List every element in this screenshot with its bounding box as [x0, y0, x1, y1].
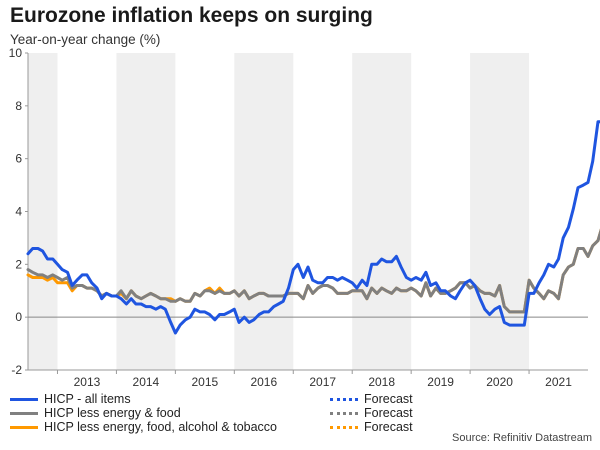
- legend-forecast-core2: Forecast: [330, 420, 413, 434]
- legend-forecast-label-all: Forecast: [364, 392, 413, 406]
- legend-forecast-label-core: Forecast: [364, 406, 413, 420]
- y-tick-label-2: 2: [15, 257, 22, 271]
- legend-item-hicp-all: HICP - all items: [10, 392, 131, 406]
- x-tick-label-2016: 2016: [250, 375, 277, 389]
- x-tick-label-2021: 2021: [545, 375, 572, 389]
- y-tick-label-6: 6: [15, 152, 22, 166]
- series-line-all: [26, 120, 600, 335]
- legend-forecast-all: Forecast: [330, 392, 413, 406]
- shaded-year-band-2014: [116, 53, 176, 370]
- chart-title: Eurozone inflation keeps on surging: [10, 4, 373, 27]
- legend-swatch-forecast-all: [330, 397, 358, 401]
- legend-swatch-forecast-core: [330, 411, 358, 415]
- x-tick-label-2013: 2013: [74, 375, 101, 389]
- x-tick-label-2020: 2020: [486, 375, 513, 389]
- y-tick-label-4: 4: [15, 205, 22, 219]
- legend-forecast-label-core2: Forecast: [364, 420, 413, 434]
- shaded-year-band-2018: [352, 53, 412, 370]
- legend-label-core: HICP less energy & food: [44, 406, 181, 420]
- x-tick-label-2014: 2014: [133, 375, 160, 389]
- legend-forecast-core: Forecast: [330, 406, 413, 420]
- chart-subtitle: Year-on-year change (%): [10, 32, 161, 47]
- legend-label-all: HICP - all items: [44, 392, 131, 406]
- x-tick-label-2017: 2017: [309, 375, 336, 389]
- source-note: Source: Refinitiv Datastream: [452, 432, 592, 444]
- x-tick-label-2018: 2018: [368, 375, 395, 389]
- y-tick-label-8: 8: [15, 99, 22, 113]
- x-tick-label-2019: 2019: [427, 375, 454, 389]
- legend-swatch-core: [10, 411, 38, 415]
- y-tick-label-10: 10: [9, 46, 23, 60]
- legend-item-hicp-core2: HICP less energy, food, alcohol & tobacc…: [10, 420, 277, 434]
- shaded-year-band-2016: [234, 53, 294, 370]
- legend-label-core2: HICP less energy, food, alcohol & tobacc…: [44, 420, 278, 434]
- legend-swatch-all: [10, 397, 38, 401]
- shaded-year-band-2012: [28, 53, 58, 370]
- shaded-year-band-2020: [470, 53, 530, 370]
- legend-item-hicp-core: HICP less energy & food: [10, 406, 181, 420]
- y-tick-label-0: 0: [15, 310, 22, 324]
- legend-swatch-core2: [10, 425, 38, 429]
- y-tick-label--2: -2: [11, 363, 22, 377]
- legend-swatch-forecast-core2: [330, 425, 358, 429]
- series-line-core: [26, 228, 600, 314]
- x-tick-label-2015: 2015: [191, 375, 218, 389]
